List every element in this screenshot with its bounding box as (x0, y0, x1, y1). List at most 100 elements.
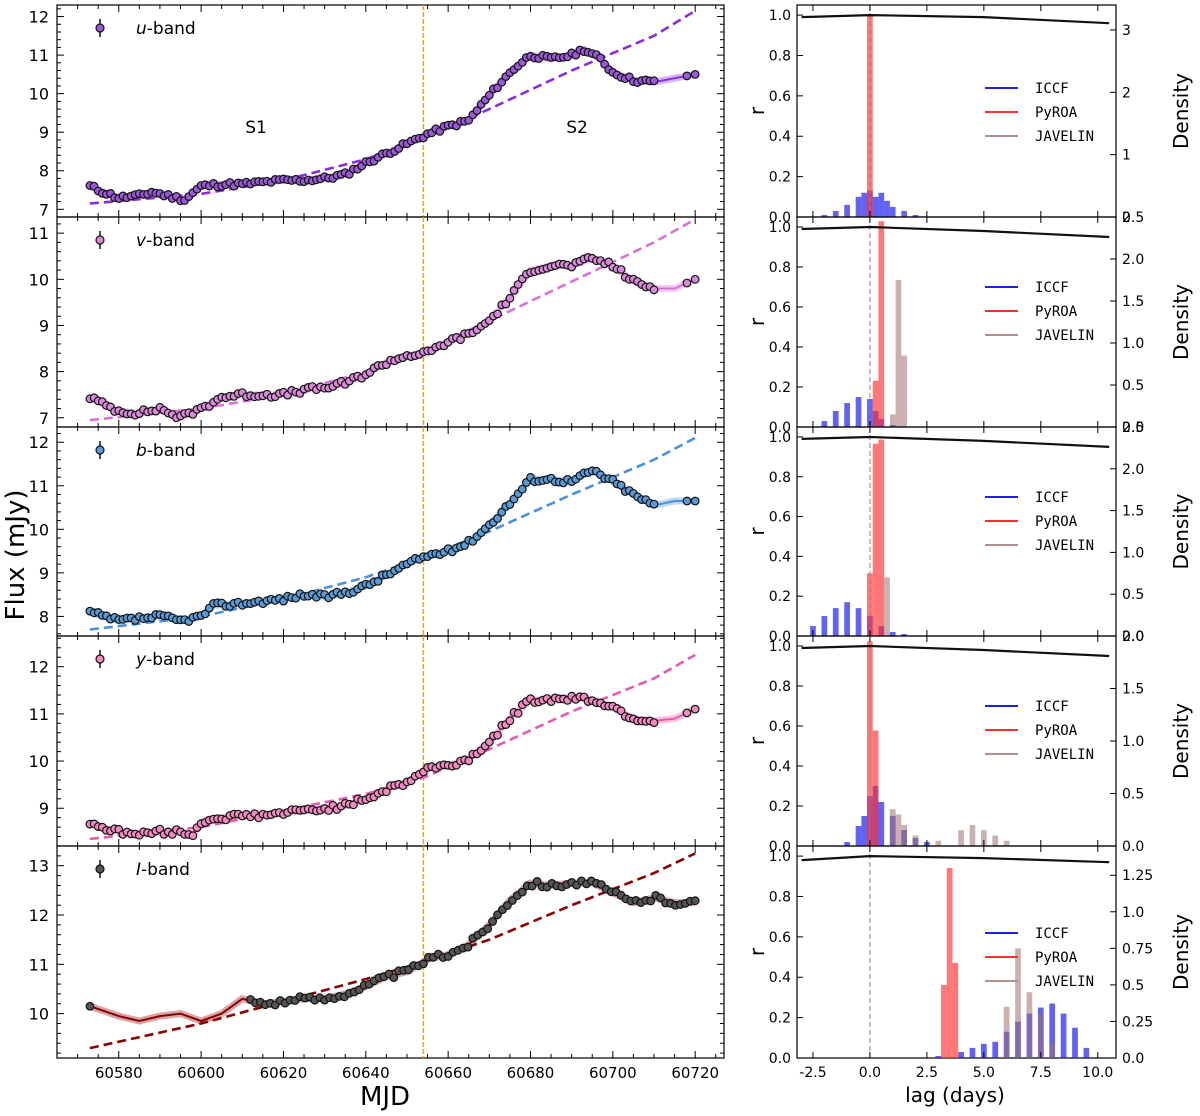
band-suffix: -band (147, 19, 196, 39)
javelin-bar (1037, 1014, 1044, 1058)
iccf-bar (958, 1051, 964, 1058)
y-tick-label: 9 (39, 799, 49, 818)
trend-line (89, 9, 696, 205)
model-band (88, 45, 696, 204)
flux-panel-I: 10 11 12 13 I-band 60580 60600 60620 60640 60660 6… (29, 845, 725, 1082)
data-point (472, 106, 482, 115)
band-suffix: -band (146, 650, 195, 670)
legend-label: JAVELIN (1035, 129, 1094, 145)
x-tick-label: 60580 (95, 1064, 143, 1082)
density-tick-label: 0.0 (1122, 1051, 1144, 1067)
r-axis-title: r (745, 736, 769, 745)
model-band (88, 254, 697, 422)
pyroa-bar (867, 14, 873, 218)
r-tick-label: 0.6 (769, 719, 791, 735)
x-tick-label: 60660 (424, 1064, 472, 1082)
panel-frame (56, 845, 725, 1059)
density-tick-label: 2.0 (1122, 629, 1144, 645)
model-curve (89, 257, 696, 419)
data-point (649, 76, 659, 86)
javelin-bar (884, 577, 890, 636)
data-point (682, 278, 692, 288)
javelin-bar (1015, 948, 1021, 1058)
band-letter: y (135, 650, 147, 670)
r-axis-title: r (745, 106, 769, 115)
ccf-curve (801, 854, 1110, 864)
density-tick-label: 0.75 (1122, 941, 1153, 957)
data-point (682, 708, 692, 718)
density-tick-label: 2.0 (1122, 252, 1144, 268)
y-tick-label: 11 (29, 955, 49, 974)
data-point (484, 90, 494, 100)
r-tick-label: 0.2 (769, 170, 791, 186)
y-axis-title-flux: Flux (mJy) (1, 490, 31, 621)
y-tick-label: 11 (29, 705, 49, 724)
band-suffix: -band (147, 441, 196, 461)
legend-label: ICCF (1035, 490, 1069, 506)
legend-marker (95, 864, 105, 874)
y-tick-label: 10 (29, 270, 49, 289)
r-tick-label: 0.4 (769, 970, 791, 986)
data-point (493, 730, 502, 740)
density-tick-label: 0.0 (1122, 839, 1144, 855)
data-point (690, 704, 700, 714)
iccf-bar (1049, 1003, 1056, 1058)
legend-marker (95, 235, 105, 245)
density-axis-title: Density (1169, 73, 1193, 149)
density-tick-label: 2 (1122, 85, 1131, 101)
iccf-bar (861, 816, 868, 846)
data-point (188, 831, 198, 841)
y-tick-label: 9 (39, 316, 49, 335)
band-label: b-band (136, 441, 196, 461)
y-tick-label: 7 (39, 409, 49, 428)
data-point (513, 708, 523, 718)
iccf-bar (912, 214, 919, 217)
y-tick-label: 12 (29, 658, 49, 677)
javelin-bar (901, 355, 907, 427)
y-tick-label: 13 (29, 857, 49, 876)
lag-tick-label: 5.0 (973, 1065, 995, 1081)
x-tick-label: 60700 (589, 1064, 637, 1082)
lag-tick-label: 2.5 (916, 1065, 938, 1081)
x-tick-label: 60680 (507, 1064, 555, 1082)
r-tick-label: 0.6 (769, 930, 791, 946)
panel-frame (796, 635, 1117, 847)
band-label: u-band (136, 19, 196, 39)
data-point (483, 924, 493, 934)
iccf-bar (884, 200, 890, 217)
pyroa-bar (952, 962, 959, 1058)
r-tick-label: 0.4 (769, 129, 791, 145)
trend-line (89, 653, 696, 841)
model-band (88, 879, 696, 1025)
iccf-bar (1083, 1047, 1090, 1058)
band-letter: u (136, 19, 147, 39)
data-point (646, 896, 656, 906)
legend-marker (95, 23, 105, 33)
data-point (616, 265, 626, 274)
data-point (690, 496, 700, 506)
r-axis-title: r (745, 527, 769, 536)
flux-panel-u: 7 8 9 10 11 12 u-band (29, 4, 725, 219)
band-suffix: -band (146, 231, 195, 251)
iccf-bar (1072, 1027, 1078, 1058)
r-tick-label: 1.0 (769, 8, 791, 24)
iccf-bar (832, 608, 839, 636)
iccf-bar (901, 634, 907, 636)
legend-marker (95, 654, 105, 664)
lag-tick-label: 10.0 (1082, 1065, 1113, 1081)
y-tick-label: 10 (29, 752, 49, 771)
data-point (649, 718, 659, 727)
lag-panel-v: 0.00.20.40.60.81.00.00.51.01.52.02.5r Den… (745, 210, 1193, 436)
r-tick-label: 0.8 (769, 679, 791, 695)
iccf-bar (1060, 1013, 1067, 1058)
flux-panel-v: 7 8 9 10 11 v-band (29, 216, 725, 428)
r-tick-label: 1.0 (769, 849, 791, 865)
javelin-bar (1026, 992, 1033, 1058)
legend-label: PyROA (1035, 304, 1078, 320)
iccf-bar (832, 210, 839, 217)
legend-label: ICCF (1035, 81, 1069, 97)
density-axis-title: Density (1169, 493, 1193, 569)
data-point (85, 1001, 95, 1011)
data-point (419, 959, 428, 969)
r-tick-label: 0.4 (769, 340, 791, 356)
